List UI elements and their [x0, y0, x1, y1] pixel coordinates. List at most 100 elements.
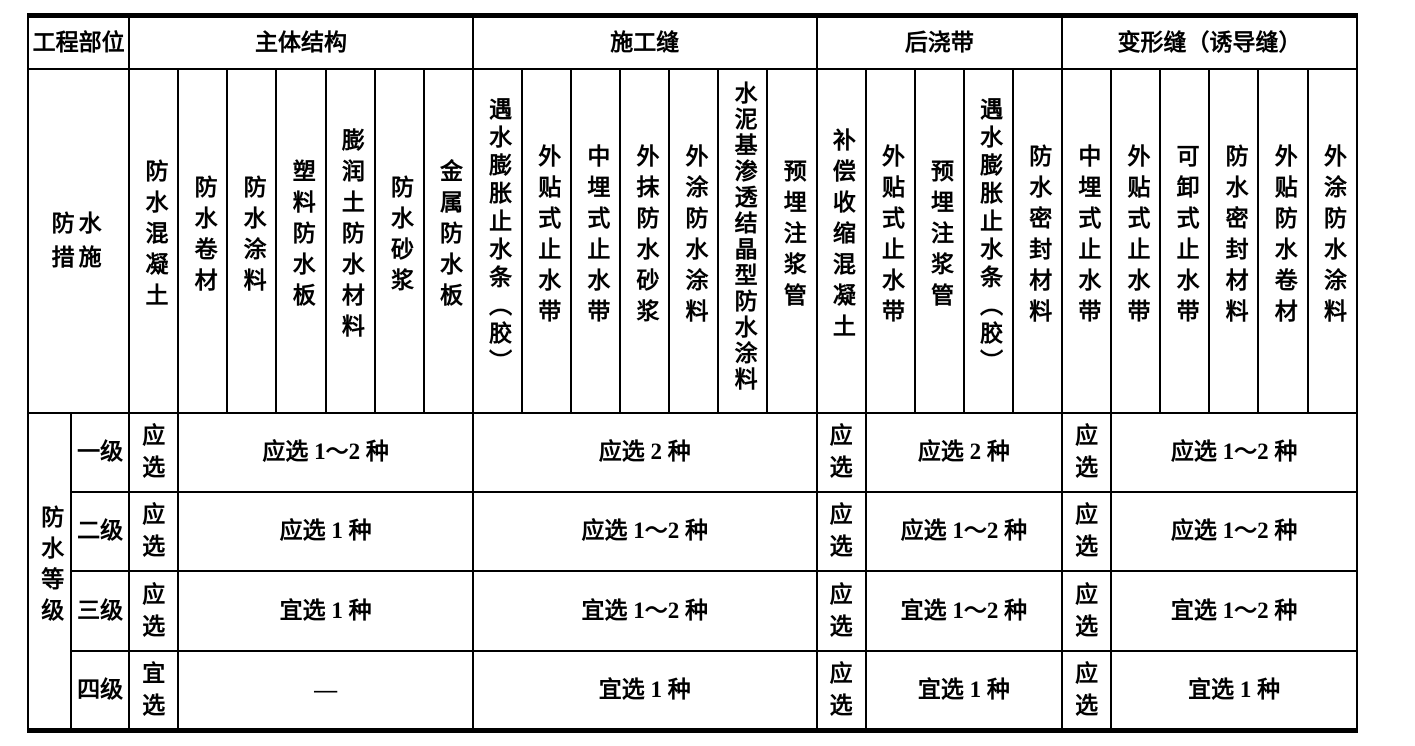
- corner-waterproof-grade: 防水等级: [26, 411, 73, 732]
- column-header: 外贴式止水带: [1110, 67, 1162, 414]
- measure-cell: 应选: [128, 490, 180, 572]
- document-sheet: 工程部位 主体结构 施工缝 后浇带 变形缝（诱导缝） 防水措施 防水混凝土 防水…: [26, 13, 1359, 733]
- corner-waterproof-measures: 防水措施: [26, 67, 131, 414]
- measure-cell-text: 应选: [142, 581, 166, 639]
- measure-cell-text: 应选: [142, 502, 166, 559]
- measure-cell-text: 应选: [829, 423, 853, 480]
- measure-cell: 宜选 1 种: [1110, 649, 1358, 732]
- column-header: 中埋式止水带: [570, 67, 622, 414]
- column-header-label: 防水密封材料: [1222, 143, 1248, 330]
- column-header: 预埋注浆管: [913, 67, 965, 414]
- column-header: 中埋式止水带: [1061, 67, 1113, 414]
- grade-label: 四级: [70, 649, 131, 732]
- column-header-label: 中埋式止水带: [583, 143, 609, 330]
- measure-cell: 应选 1～2 种: [864, 490, 1064, 572]
- measure-cell: 应选: [128, 411, 180, 493]
- column-header: 防水密封材料: [1208, 67, 1260, 414]
- column-header-label: 外贴防水卷材: [1271, 143, 1297, 330]
- grade-row-1: 防水等级 一级 应选 应选 1～2 种 应选 2 种 应选 应选 2 种 应选 …: [26, 411, 1358, 732]
- measure-cell-text: 宜选: [142, 660, 166, 718]
- measure-cell: 应选: [815, 569, 867, 652]
- measure-cell: 应选 1 种: [177, 490, 474, 572]
- column-header: 外贴防水卷材: [1257, 67, 1309, 414]
- grade-row-4: 四级 宜选 — 宜选 1 种 应选 宜选 1 种 应选 宜选 1 种: [28, 649, 1358, 732]
- column-header-label: 预埋注浆管: [780, 159, 806, 315]
- measure-cell: 应选: [815, 649, 867, 732]
- column-header: 防水涂料: [226, 67, 278, 414]
- measure-cell: 应选: [815, 411, 867, 493]
- measure-cell: —: [177, 649, 474, 732]
- column-header-label: 外贴式止水带: [534, 143, 560, 330]
- header-row-parts: 工程部位 主体结构 施工缝 后浇带 变形缝（诱导缝）: [26, 14, 1358, 70]
- column-header-label: 中埋式止水带: [1074, 143, 1100, 330]
- column-header: 遇水膨胀止水条（胶）: [962, 67, 1014, 414]
- column-header-label: 预埋注浆管: [927, 159, 953, 315]
- column-header-label: 外涂防水涂料: [682, 143, 708, 330]
- measure-cell: 宜选 1～2 种: [1110, 569, 1358, 652]
- measure-cell-text: 应选: [1075, 581, 1099, 639]
- column-header-label: 可卸式止水带: [1173, 143, 1199, 330]
- measure-cell: 应选 1～2 种: [1110, 490, 1358, 572]
- section-header-construction-joint: 施工缝: [471, 14, 818, 70]
- column-header: 外涂防水涂料: [668, 67, 720, 414]
- measure-cell-text: 应选: [1075, 660, 1099, 718]
- measure-cell: 应选: [1061, 649, 1113, 732]
- column-header: 水泥基渗透结晶型防水涂料: [717, 67, 769, 414]
- measure-cell-text: 应选: [1075, 502, 1099, 559]
- column-header-label: 外贴式止水带: [1123, 143, 1149, 330]
- corner-project-part: 工程部位: [26, 14, 131, 70]
- column-header: 金属防水板: [422, 67, 474, 414]
- measure-cell-text: 应选: [142, 423, 166, 480]
- waterproofing-measures-table: 工程部位 主体结构 施工缝 后浇带 变形缝（诱导缝） 防水措施 防水混凝土 防水…: [26, 13, 1359, 733]
- grade-row-2-highlighted: 二级 应选 应选 1 种 应选 1～2 种 应选 应选 1～2 种 应选 应选 …: [28, 490, 1358, 572]
- measure-cell: 宜选 1～2 种: [471, 569, 818, 652]
- column-header: 外抹防水砂浆: [619, 67, 671, 414]
- measure-cell: 应选: [815, 490, 867, 572]
- column-header-label: 塑料防水板: [289, 159, 315, 315]
- measure-cell: 应选: [1061, 569, 1113, 652]
- column-header: 防水混凝土: [128, 67, 180, 414]
- measure-cell: 宜选 1 种: [177, 569, 474, 652]
- column-header: 膨润土防水材料: [324, 67, 376, 414]
- column-header-label: 外涂防水涂料: [1320, 143, 1346, 330]
- column-header-label: 水泥基渗透结晶型防水涂料: [731, 80, 757, 393]
- column-header: 预埋注浆管: [766, 67, 818, 414]
- measure-cell: 应选 2 种: [471, 411, 818, 493]
- column-header: 塑料防水板: [275, 67, 327, 414]
- column-header-label: 补偿收缩混凝土: [829, 128, 855, 346]
- column-header-label: 防水砂浆: [387, 174, 413, 299]
- corner-waterproof-grade-label: 防水等级: [37, 504, 63, 629]
- column-header: 防水卷材: [177, 67, 229, 414]
- measure-cell: 应选 1～2 种: [1110, 411, 1358, 493]
- column-header: 外贴式止水带: [864, 67, 916, 414]
- measure-cell: 应选 1～2 种: [177, 411, 474, 493]
- measure-cell: 宜选: [128, 649, 180, 732]
- measure-cell: 宜选 1 种: [471, 649, 818, 732]
- section-header-post-cast-strip: 后浇带: [815, 14, 1064, 70]
- column-header-label: 金属防水板: [436, 159, 462, 315]
- column-header-label: 防水涂料: [240, 174, 266, 299]
- column-header: 外涂防水涂料: [1306, 67, 1359, 414]
- column-header: 外贴式止水带: [520, 67, 573, 414]
- column-header: 遇水膨胀止水条（胶）: [471, 67, 524, 414]
- column-header-label: 膨润土防水材料: [338, 128, 364, 346]
- measure-cell: 应选: [1061, 490, 1113, 572]
- grade-label: 二级: [70, 490, 131, 572]
- column-header: 防水砂浆: [373, 67, 425, 414]
- measure-cell: 应选: [128, 569, 180, 652]
- column-header: 补偿收缩混凝土: [815, 67, 867, 414]
- measure-cell: 宜选 1～2 种: [864, 569, 1064, 652]
- column-header-label: 防水密封材料: [1025, 143, 1051, 330]
- measure-cell: 宜选 1 种: [864, 649, 1064, 732]
- measure-cell: 应选 2 种: [864, 411, 1064, 493]
- corner-waterproof-measures-label: 防水措施: [51, 210, 106, 270]
- section-header-main-structure: 主体结构: [128, 14, 474, 70]
- measure-cell: 应选: [1061, 411, 1113, 493]
- section-header-deformation-joint: 变形缝（诱导缝）: [1061, 14, 1358, 70]
- measure-cell-text: 应选: [829, 581, 853, 639]
- column-header-label: 防水混凝土: [141, 159, 167, 315]
- measure-cell-text: 应选: [829, 660, 853, 718]
- column-header-label: 外贴式止水带: [878, 143, 904, 330]
- grade-label: 三级: [70, 569, 131, 652]
- column-header: 可卸式止水带: [1159, 67, 1211, 414]
